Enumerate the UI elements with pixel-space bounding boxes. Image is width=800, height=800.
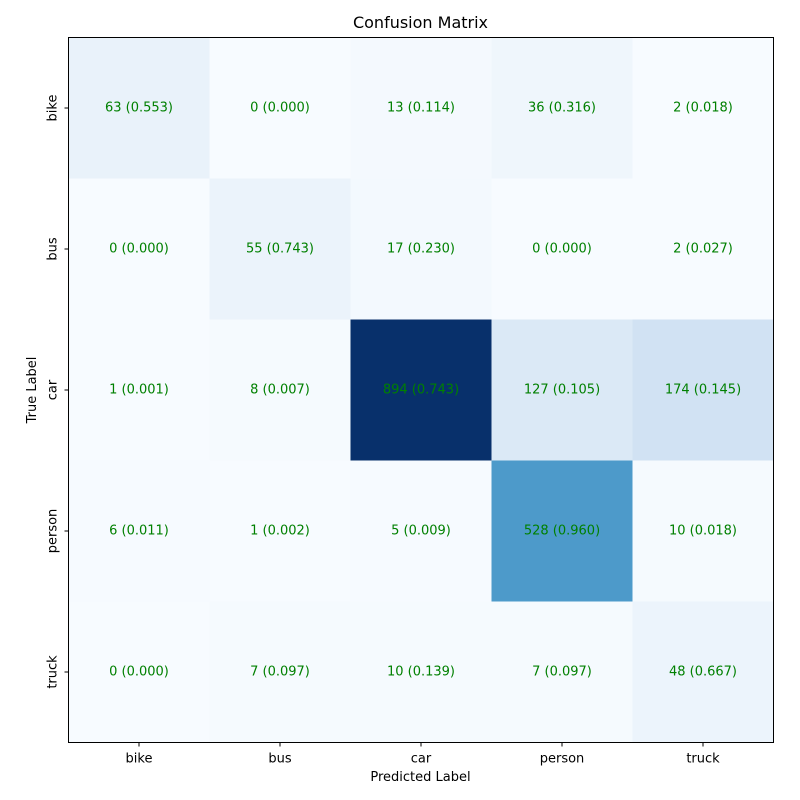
cell-label-bike-bus: 0 (0.000)	[250, 101, 310, 116]
heatmap-cell-person-bus	[209, 460, 351, 602]
x-tick-label-truck: truck	[686, 752, 720, 767]
heatmap-cell-bike-person	[491, 37, 633, 179]
heatmap-cell-bike-bike	[68, 37, 210, 179]
y-tick-label-truck: truck	[46, 655, 61, 689]
heatmap-cell-labels: 63 (0.553) 0 (0.000) 13 (0.114) 36 (0.316) 2…	[105, 101, 741, 680]
heatmap-cell-truck-car	[350, 601, 492, 743]
y-tick-label-bike: bike	[46, 95, 61, 122]
x-axis-ticks: bike bus car person truck	[126, 742, 720, 767]
cell-label-person-bike: 6 (0.011)	[109, 524, 169, 539]
cell-label-truck-bus: 7 (0.097)	[250, 665, 310, 680]
cell-label-bus-bus: 55 (0.743)	[246, 242, 314, 257]
heatmap-cell-bus-car	[350, 178, 492, 320]
heatmap-cell-bike-bus	[209, 37, 351, 179]
cell-label-truck-car: 10 (0.139)	[387, 665, 455, 680]
cell-label-truck-bike: 0 (0.000)	[109, 665, 169, 680]
heatmap-cell-person-person	[491, 460, 633, 602]
cell-label-bike-person: 36 (0.316)	[528, 101, 596, 116]
heatmap-cell-truck-truck	[632, 601, 774, 743]
heatmap-cell-person-truck	[632, 460, 774, 602]
cell-label-bike-truck: 2 (0.018)	[673, 101, 733, 116]
cell-label-car-truck: 174 (0.145)	[665, 383, 741, 398]
heatmap-cells	[68, 37, 774, 743]
x-tick-label-car: car	[411, 752, 432, 767]
cell-label-person-person: 528 (0.960)	[524, 524, 600, 539]
heatmap-cell-truck-bus	[209, 601, 351, 743]
cell-label-car-car: 894 (0.743)	[383, 383, 459, 398]
y-tick-label-bus: bus	[46, 237, 61, 260]
heatmap-cell-bike-truck	[632, 37, 774, 179]
heatmap-cell-person-car	[350, 460, 492, 602]
heatmap-cell-bus-bus	[209, 178, 351, 320]
heatmap-cell-car-person	[491, 319, 633, 461]
cell-label-bike-bike: 63 (0.553)	[105, 101, 173, 116]
cell-label-person-truck: 10 (0.018)	[669, 524, 737, 539]
y-axis-ticks: bike bus car person truck	[46, 95, 69, 689]
cell-label-truck-person: 7 (0.097)	[532, 665, 592, 680]
heatmap-cell-bike-car	[350, 37, 492, 179]
y-tick-label-person: person	[46, 509, 61, 554]
cell-label-person-bus: 1 (0.002)	[250, 524, 310, 539]
heatmap-cell-bus-truck	[632, 178, 774, 320]
cell-label-bike-car: 13 (0.114)	[387, 101, 455, 116]
x-axis-label: Predicted Label	[370, 770, 470, 785]
cell-label-car-person: 127 (0.105)	[524, 383, 600, 398]
heatmap-cell-car-truck	[632, 319, 774, 461]
cell-label-bus-person: 0 (0.000)	[532, 242, 592, 257]
heatmap-cell-person-bike	[68, 460, 210, 602]
y-tick-label-car: car	[46, 379, 61, 400]
heatmap-cell-car-bus	[209, 319, 351, 461]
y-axis-label: True Label	[25, 357, 40, 425]
chart-title: Confusion Matrix	[353, 13, 488, 32]
heatmap-cell-car-car	[350, 319, 492, 461]
cell-label-bus-car: 17 (0.230)	[387, 242, 455, 257]
cell-label-bus-bike: 0 (0.000)	[109, 242, 169, 257]
cell-label-person-car: 5 (0.009)	[391, 524, 451, 539]
heatmap-cell-truck-bike	[68, 601, 210, 743]
cell-label-car-bus: 8 (0.007)	[250, 383, 310, 398]
x-tick-label-bus: bus	[268, 752, 291, 767]
x-tick-label-bike: bike	[126, 752, 153, 767]
heatmap-cell-bus-bike	[68, 178, 210, 320]
heatmap-cell-truck-person	[491, 601, 633, 743]
cell-label-truck-truck: 48 (0.667)	[669, 665, 737, 680]
heatmap-cell-car-bike	[68, 319, 210, 461]
cell-label-bus-truck: 2 (0.027)	[673, 242, 733, 257]
cell-label-car-bike: 1 (0.001)	[109, 383, 169, 398]
heatmap-cell-bus-person	[491, 178, 633, 320]
x-tick-label-person: person	[540, 752, 585, 767]
